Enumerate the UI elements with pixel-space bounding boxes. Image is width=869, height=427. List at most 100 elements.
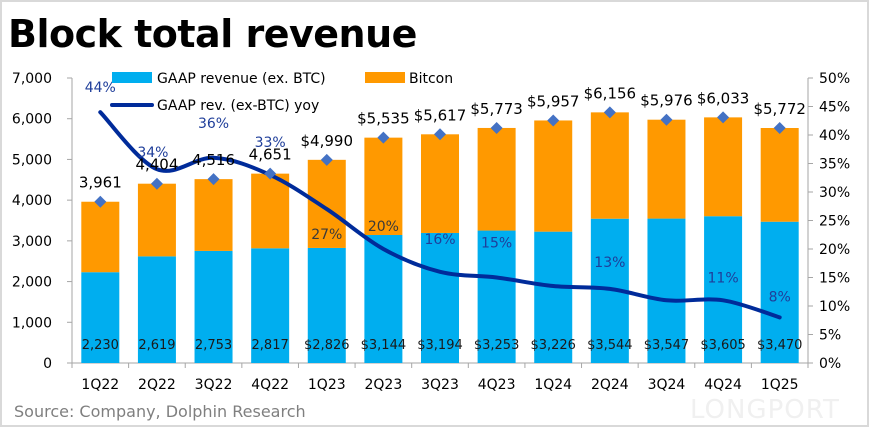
gaap-value-label: 2,619 xyxy=(138,338,175,353)
yoy-value-label: 34% xyxy=(137,145,168,161)
bar-gaap xyxy=(81,272,120,363)
x-tick-label: 1Q23 xyxy=(308,377,346,393)
bar-bitcoin xyxy=(364,137,403,235)
bar-bitcoin xyxy=(307,159,346,248)
total-value-label: 4,404 xyxy=(135,156,178,174)
legend-label-bitcoin: Bitcon xyxy=(409,71,453,87)
total-value-label: $5,976 xyxy=(640,92,693,110)
bar-gaap xyxy=(137,256,176,363)
gaap-value-label: 2,230 xyxy=(82,338,119,353)
y-right-tick-label: 35% xyxy=(819,157,850,173)
x-tick-label: 4Q22 xyxy=(251,377,289,393)
bar-bitcoin xyxy=(647,119,686,219)
y-right-tick-label: 40% xyxy=(819,128,850,144)
total-marker xyxy=(150,177,163,190)
bar-gaap xyxy=(760,221,799,363)
gaap-value-label: $3,226 xyxy=(530,338,576,353)
yoy-value-label: 8% xyxy=(769,289,791,305)
y-right-tick-label: 30% xyxy=(819,185,850,201)
x-tick-label: 4Q24 xyxy=(704,377,742,393)
bar-gaap xyxy=(194,250,233,363)
legend-label-gaap: GAAP revenue (ex. BTC) xyxy=(157,71,326,87)
total-value-label: 4,651 xyxy=(249,146,292,164)
axes: 0 1,000 2,000 3,000 4,000 5,000 6,000 7,000 0% 5%… xyxy=(12,71,850,393)
yoy-value-label: 33% xyxy=(255,135,286,151)
yoy-value-label: 11% xyxy=(708,270,739,286)
total-value-label: $5,772 xyxy=(753,100,806,118)
gaap-value-label: 2,817 xyxy=(252,338,289,353)
total-value-label: $6,156 xyxy=(584,84,637,102)
bar-gaap xyxy=(534,231,573,363)
yoy-value-label: 15% xyxy=(481,236,512,252)
total-value-label: $6,033 xyxy=(697,89,750,107)
gaap-value-label: $3,194 xyxy=(417,338,463,353)
bar-bitcoin xyxy=(251,173,290,249)
legend: GAAP revenue (ex. BTC) Bitcon GAAP rev. … xyxy=(110,71,453,114)
y-right-tick-label: 0% xyxy=(819,356,841,372)
y-left-tick-label: 2,000 xyxy=(12,275,52,291)
y-left-tick-label: 5,000 xyxy=(12,152,52,168)
bar-bitcoin xyxy=(194,179,233,251)
yoy-value-label: 13% xyxy=(594,255,625,271)
bar-bitcoin xyxy=(477,127,516,231)
total-marker xyxy=(320,153,333,166)
total-marker xyxy=(490,121,503,134)
bar-bitcoin xyxy=(590,112,629,219)
total-marker xyxy=(773,121,786,134)
total-marker xyxy=(660,113,673,126)
x-tick-label: 1Q24 xyxy=(534,377,572,393)
bar-bitcoin xyxy=(81,201,120,273)
y-right-tick-label: 20% xyxy=(819,242,850,258)
total-value-label: $5,957 xyxy=(527,92,580,110)
gaap-value-label: $3,605 xyxy=(700,338,746,353)
gaap-value-label: $3,144 xyxy=(361,338,407,353)
gaap-value-label: $3,470 xyxy=(757,338,803,353)
total-marker xyxy=(603,106,616,119)
x-tick-label: 3Q23 xyxy=(421,377,459,393)
y-right-tick-label: 50% xyxy=(819,71,850,87)
gaap-value-label: $3,547 xyxy=(644,338,690,353)
total-marker xyxy=(547,114,560,127)
total-marker xyxy=(94,195,107,208)
gaap-value-label: $3,544 xyxy=(587,338,633,353)
total-value-label: $5,535 xyxy=(357,110,410,128)
total-value-label: 4,516 xyxy=(192,151,235,169)
yoy-value-label: 36% xyxy=(198,116,229,132)
legend-swatch-gaap xyxy=(112,72,152,83)
y-right-tick-label: 45% xyxy=(819,100,850,116)
total-value-label: $5,773 xyxy=(470,100,523,118)
bar-gaap xyxy=(421,232,459,363)
x-tick-label: 2Q22 xyxy=(138,377,176,393)
bar-gaap xyxy=(307,247,346,363)
y-left-tick-label: 3,000 xyxy=(12,234,52,250)
total-marker xyxy=(717,111,730,124)
total-marker xyxy=(207,173,220,186)
bar-bitcoin xyxy=(421,134,459,233)
watermark: LONGPORT xyxy=(690,395,840,425)
x-tick-label: 2Q23 xyxy=(365,377,403,393)
bar-bitcoin xyxy=(760,127,799,222)
bar-gaap xyxy=(704,216,743,363)
total-value-label: 3,961 xyxy=(79,174,122,192)
yoy-line-group xyxy=(98,110,782,320)
y-right-tick-label: 10% xyxy=(819,299,850,315)
x-tick-label: 1Q25 xyxy=(761,377,799,393)
y-right-tick-label: 5% xyxy=(819,328,841,344)
legend-swatch-bitcoin xyxy=(365,72,405,83)
total-value-label: $4,990 xyxy=(301,132,354,150)
y-left-tick-label: 7,000 xyxy=(12,71,52,87)
y-left-tick-label: 6,000 xyxy=(12,112,52,128)
x-tick-label: 3Q24 xyxy=(648,377,686,393)
yoy-value-label: 16% xyxy=(424,232,455,248)
chart-title: Block total revenue xyxy=(8,12,417,56)
bar-bitcoin xyxy=(137,183,176,257)
yoy-value-label: 44% xyxy=(85,80,116,96)
y-right-tick-label: 15% xyxy=(819,271,850,287)
bar-bitcoin xyxy=(704,117,743,217)
bars xyxy=(81,112,799,363)
x-tick-label: 3Q22 xyxy=(195,377,233,393)
total-markers xyxy=(94,106,786,208)
x-tick-label: 2Q24 xyxy=(591,377,629,393)
data-labels: 2,230 2,619 2,753 2,817 $2,826 $3,144 $3,194 $3… xyxy=(79,80,806,353)
